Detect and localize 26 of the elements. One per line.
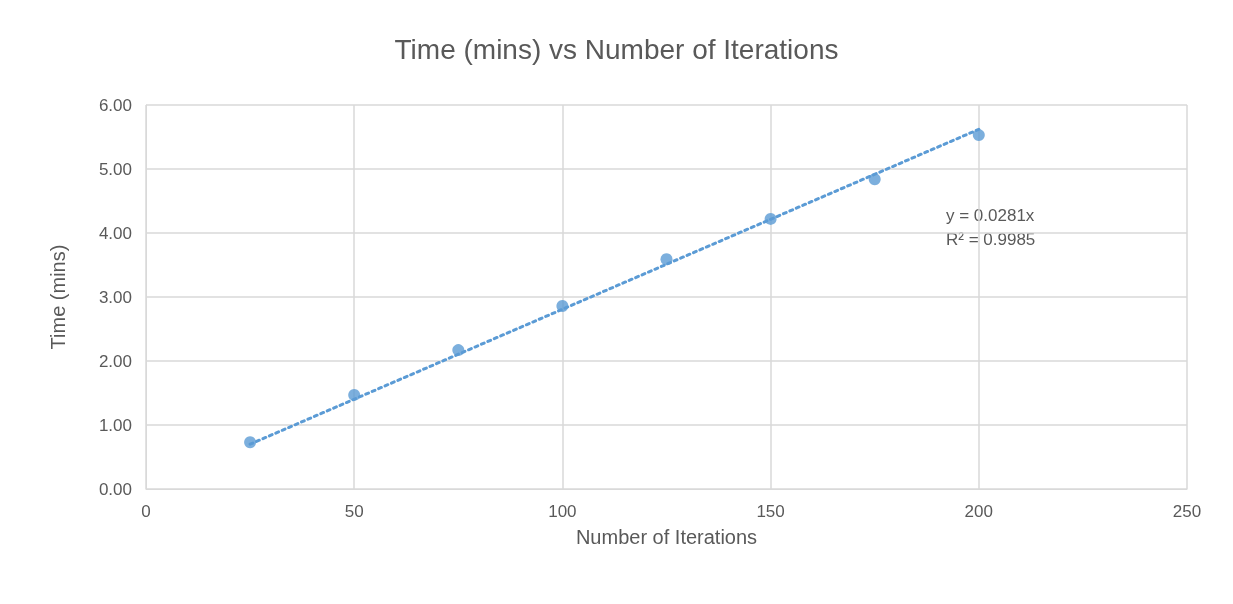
x-tick-label: 150 (756, 502, 785, 521)
x-axis-title: Number of Iterations (575, 526, 758, 548)
y-tick-label: 3.00 (98, 287, 132, 307)
annotation: y = 0.0281x (946, 206, 1035, 225)
point (244, 436, 257, 449)
x-tick-label: 250 (1172, 502, 1202, 521)
point (556, 299, 569, 312)
x-tick-label: 200 (964, 502, 993, 521)
point (452, 344, 465, 357)
y-tick-label: 4.00 (98, 223, 132, 243)
x-tick-label: 50 (344, 502, 364, 521)
x-tick-label: 100 (548, 502, 577, 521)
point (764, 212, 777, 225)
y-tick-label: 2.00 (98, 351, 132, 371)
point (972, 129, 985, 142)
chart-title: Time (mins) vs Number of Iterations (394, 33, 839, 65)
point (660, 253, 673, 266)
annotation: R² = 0.9985 (946, 230, 1036, 249)
point (348, 388, 361, 401)
y-tick-label: 0.00 (98, 479, 132, 499)
x-tick-label: 0 (141, 502, 151, 521)
point (868, 173, 881, 186)
y-axis-title: Time (mins) (47, 244, 69, 350)
y-tick-label: 5.00 (98, 159, 132, 179)
y-tick-label: 1.00 (98, 415, 132, 435)
y-tick-label: 6.00 (98, 95, 132, 115)
